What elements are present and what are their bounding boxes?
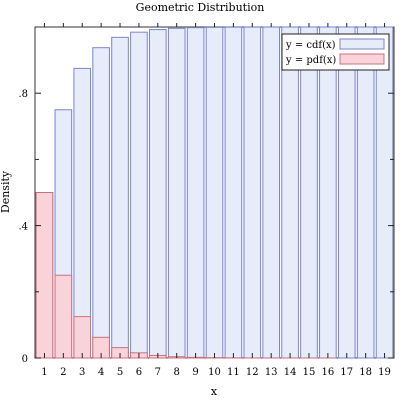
y-axis-label: Density [0,170,12,213]
x-tick-label-1: 1 [41,367,47,378]
cdf-bar-18 [356,26,375,359]
x-tick-label-3: 3 [79,367,85,378]
cdf-bar-10 [205,26,224,359]
x-tick-label-6: 6 [136,367,142,378]
cdf-bar-8 [167,27,186,359]
pdf-bar-1 [35,192,54,359]
cdf-bar-7 [149,29,167,359]
x-tick-label-9: 9 [192,367,198,378]
cdf-bar-14 [281,26,299,359]
cdf-bar-13 [262,26,280,359]
ticks-group: 1 2 3 4 5 6 7 8 9 10 11 12 13 14 15 16 17 18 190.4.8 [18,23,394,378]
plot-area: 1 2 3 4 5 6 7 8 9 10 11 12 13 14 15 16 17 18 190.4.8 [18,23,395,378]
cdf-bar-16 [319,26,337,359]
x-tick-label-13: 13 [265,367,278,378]
pdf-bar-3 [73,316,92,359]
cdf-bar-15 [300,26,318,359]
cdf-bar-4 [92,47,110,359]
x-tick-label-16: 16 [322,367,335,378]
x-tick-label-18: 18 [359,367,372,378]
y-tick-label-0: 0 [22,354,28,365]
cdf-bar-12 [243,26,262,359]
legend-swatch-pdf [339,53,385,65]
x-axis-label: x [211,385,218,398]
cdf-bar-5 [111,36,129,359]
cdf-bar-9 [186,27,205,359]
cdf-bar-17 [337,26,356,359]
x-tick-label-15: 15 [303,367,316,378]
x-tick-label-8: 8 [174,367,180,378]
x-tick-label-14: 14 [284,367,297,378]
x-tick-label-10: 10 [208,367,221,378]
pdf-bar-2 [54,274,73,359]
y-tick-label-2: .8 [18,89,28,100]
legend-swatch-cdf [339,38,385,50]
chart-title: Geometric Distribution [136,1,265,14]
legend-label-cdf: y = cdf(x) [285,40,336,51]
x-tick-label-5: 5 [117,367,123,378]
x-tick-label-19: 19 [378,367,391,378]
x-tick-label-7: 7 [155,367,161,378]
cdf-bar-3 [73,67,92,359]
x-tick-label-2: 2 [60,367,66,378]
bars-group [35,26,394,359]
cdf-bar-11 [224,26,243,359]
x-tick-label-12: 12 [246,367,259,378]
y-tick-label-1: .4 [18,222,28,233]
x-tick-label-11: 11 [227,367,240,378]
legend-label-pdf: y = pdf(x) [285,55,336,66]
x-tick-label-4: 4 [98,367,104,378]
cdf-bar-19 [375,26,394,359]
cdf-bar-6 [130,31,148,359]
x-tick-label-17: 17 [340,367,353,378]
legend: y = cdf(x) y = pdf(x) [281,33,390,71]
